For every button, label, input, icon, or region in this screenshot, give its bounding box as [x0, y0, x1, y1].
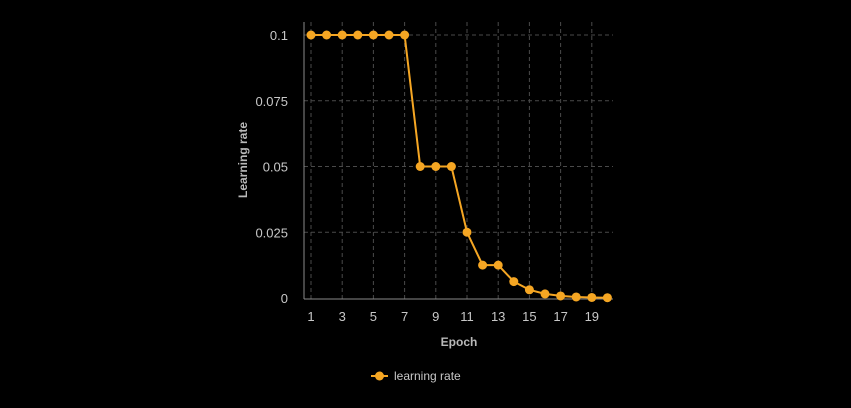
data-point[interactable] — [524, 285, 534, 295]
data-point[interactable] — [337, 30, 347, 40]
x-tick-label: 17 — [553, 309, 567, 324]
data-point[interactable] — [540, 289, 550, 299]
legend-marker — [375, 371, 384, 381]
data-point[interactable] — [571, 292, 581, 302]
data-point[interactable] — [556, 291, 566, 301]
y-tick-label: 0 — [281, 291, 288, 306]
data-point[interactable] — [446, 162, 456, 171]
data-point[interactable] — [384, 30, 394, 40]
data-point[interactable] — [353, 30, 363, 40]
legend[interactable]: learning rate — [371, 369, 461, 383]
x-tick-label: 5 — [370, 309, 377, 324]
y-axis-title: Learning rate — [236, 122, 250, 198]
data-point[interactable] — [462, 227, 472, 237]
legend-label: learning rate — [394, 369, 461, 383]
x-tick-label: 15 — [522, 309, 536, 324]
data-point[interactable] — [322, 30, 332, 40]
data-point[interactable] — [587, 292, 597, 302]
x-tick-label: 19 — [585, 309, 599, 324]
data-point[interactable] — [509, 277, 519, 287]
x-tick-label: 13 — [491, 309, 505, 324]
y-tick-label: 0.05 — [263, 160, 288, 175]
data-point[interactable] — [400, 30, 410, 40]
data-point[interactable] — [493, 260, 503, 270]
data-point[interactable] — [306, 30, 316, 40]
data-point[interactable] — [431, 162, 441, 171]
data-point[interactable] — [478, 260, 488, 270]
x-tick-label: 11 — [460, 309, 474, 324]
data-point[interactable] — [602, 293, 612, 303]
x-tick-label: 1 — [307, 309, 314, 324]
x-axis-title: Epoch — [441, 335, 478, 349]
grid — [304, 22, 613, 299]
data-point[interactable] — [368, 30, 378, 40]
y-tick-label: 0.1 — [270, 28, 288, 43]
x-tick-label: 3 — [339, 309, 346, 324]
data-point[interactable] — [415, 162, 425, 171]
y-tick-label: 0.025 — [255, 225, 288, 240]
y-tick-label: 0.075 — [255, 94, 288, 109]
x-tick-label: 9 — [432, 309, 439, 324]
series — [306, 30, 612, 303]
x-tick-label: 7 — [401, 309, 408, 324]
axes — [303, 22, 613, 300]
